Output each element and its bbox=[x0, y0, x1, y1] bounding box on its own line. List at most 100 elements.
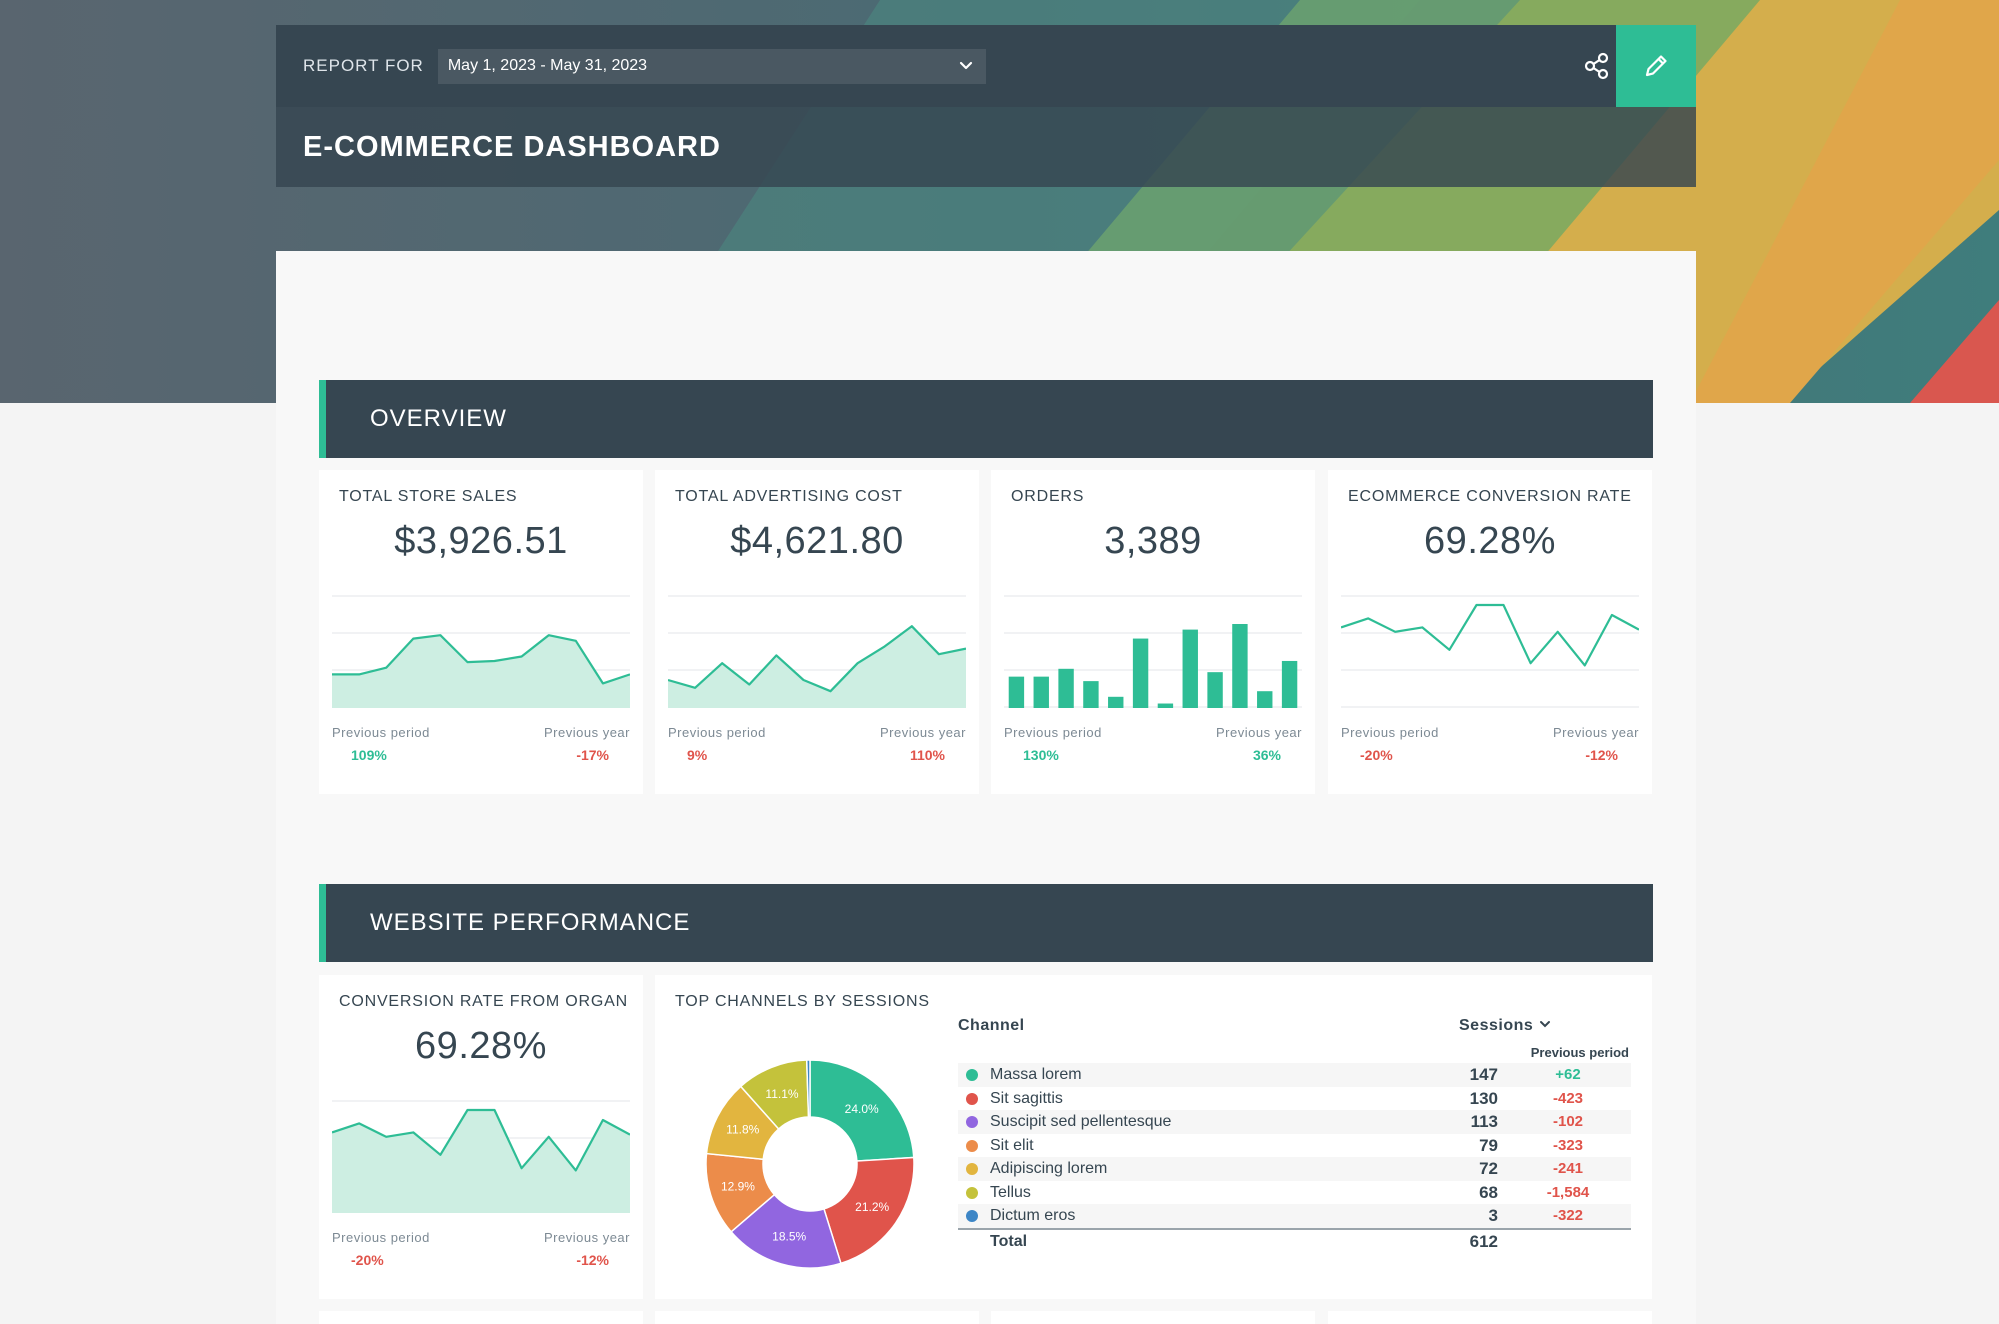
kpi-card-ecommerce-conversion-rate[interactable]: ECOMMERCE CONVERSION RATE 69.28% Previou… bbox=[1328, 470, 1652, 794]
channel-change: +62 bbox=[1555, 1066, 1581, 1083]
previous-year-delta: 110% bbox=[909, 747, 945, 763]
channel-sessions: 72 bbox=[1479, 1159, 1498, 1178]
bar-mark bbox=[1182, 629, 1198, 708]
bar-mark bbox=[1083, 681, 1099, 708]
sparkline-chart bbox=[332, 595, 630, 708]
kpi-card-conversion-rate-organic[interactable]: CONVERSION RATE FROM ORGANI 69.28% Previ… bbox=[319, 975, 643, 1299]
donut-slice bbox=[823, 1156, 915, 1265]
bar-mark bbox=[1033, 676, 1049, 708]
channel-change: -423 bbox=[1552, 1089, 1584, 1107]
bar-mark bbox=[1281, 660, 1298, 708]
channel-change: -323 bbox=[1552, 1136, 1584, 1154]
donut-data-label: 24.0% bbox=[845, 1102, 879, 1116]
bar-mark bbox=[1108, 696, 1124, 708]
previous-year-delta: -12% bbox=[1585, 747, 1618, 763]
top-channels-card[interactable]: TOP CHANNELS BY SESSIONS 24.0% 21.2% 18.5%… bbox=[655, 975, 1652, 1299]
section-header-website-performance: WEBSITE PERFORMANCE bbox=[319, 884, 1653, 962]
bar-mark bbox=[1232, 624, 1248, 708]
donut-data-label: 18.5% bbox=[772, 1230, 806, 1244]
previous-year-label: Previous year bbox=[880, 725, 966, 740]
kpi-value: 69.28% bbox=[1424, 520, 1556, 562]
bar-mark bbox=[1132, 638, 1149, 708]
series-line bbox=[1341, 603, 1639, 667]
area-fill bbox=[332, 635, 630, 708]
card-title: TOP CHANNELS BY SESSIONS bbox=[675, 993, 930, 1010]
donut-slice bbox=[805, 1059, 811, 1118]
edit-button[interactable] bbox=[1616, 25, 1696, 107]
previous-year-delta: -12% bbox=[576, 1252, 609, 1268]
table-total-row: Total 612 bbox=[958, 1227, 1631, 1254]
channel-sessions: 130 bbox=[1469, 1088, 1498, 1108]
series-line bbox=[668, 625, 966, 693]
donut-data-label: 11.8% bbox=[726, 1123, 759, 1137]
bar-mark bbox=[1008, 676, 1025, 708]
table-row: Massa lorem 147 +62 bbox=[958, 1063, 1631, 1087]
table-row: Sit elit 79 -323 bbox=[958, 1134, 1631, 1158]
legend-dot bbox=[966, 1210, 978, 1222]
report-for-label: REPORT FOR bbox=[303, 56, 424, 75]
previous-period-label: Previous period bbox=[332, 725, 430, 740]
kpi-value: 69.28% bbox=[415, 1025, 547, 1067]
sparkline-chart bbox=[1341, 595, 1639, 708]
bar-sparkline-chart bbox=[1004, 595, 1302, 708]
channel-change: -241 bbox=[1552, 1160, 1584, 1177]
kpi-card-partial bbox=[655, 1311, 979, 1324]
donut-data-label: 21.2% bbox=[855, 1200, 889, 1214]
date-range-select[interactable]: May 1, 2023 - May 31, 2023 bbox=[437, 48, 986, 84]
kpi-card-total-advertising-cost[interactable]: TOTAL ADVERTISING COST $4,621.80 Previou… bbox=[655, 470, 979, 794]
area-fill bbox=[332, 1110, 630, 1213]
table-row: Suscipit sed pellentesque 113 -102 bbox=[958, 1110, 1631, 1134]
title-bar: E-COMMERCE DASHBOARD bbox=[276, 107, 1696, 187]
area-fill bbox=[668, 626, 966, 708]
legend-dot bbox=[966, 1092, 978, 1105]
previous-year-label: Previous year bbox=[544, 1230, 630, 1245]
share-icon bbox=[1584, 52, 1609, 80]
channel-change: -102 bbox=[1552, 1113, 1584, 1130]
previous-period-delta: -20% bbox=[351, 1252, 384, 1268]
previous-period-label: Previous period bbox=[1004, 725, 1102, 740]
section-title: OVERVIEW bbox=[370, 405, 507, 432]
kpi-label: TOTAL ADVERTISING COST bbox=[675, 488, 903, 505]
donut-data-label: 12.9% bbox=[721, 1180, 755, 1194]
legend-dot bbox=[966, 1186, 978, 1199]
date-range-value: May 1, 2023 - May 31, 2023 bbox=[447, 57, 648, 74]
previous-period-delta: 9% bbox=[687, 747, 708, 763]
channel-change: -1,584 bbox=[1546, 1183, 1590, 1201]
kpi-label: ORDERS bbox=[1011, 488, 1085, 505]
sessions-sort-dropdown[interactable]: Sessions bbox=[1459, 1017, 1552, 1035]
kpi-card-total-store-sales[interactable]: TOTAL STORE SALES $3,926.51 Previous per… bbox=[319, 470, 643, 794]
channel-sessions: 79 bbox=[1479, 1135, 1498, 1155]
bar-mark bbox=[1207, 672, 1223, 708]
channel-name: Tellus bbox=[990, 1183, 1031, 1201]
previous-year-label: Previous year bbox=[1553, 725, 1639, 740]
bar-mark bbox=[1058, 668, 1074, 708]
channels-donut-chart: 24.0% 21.2% 18.5% 12.9% 11.8% 11.1% bbox=[705, 1059, 915, 1269]
column-header-channel: Channel bbox=[958, 1017, 1025, 1034]
table-row: Adipiscing lorem 72 -241 bbox=[958, 1157, 1631, 1181]
previous-period-delta: 109% bbox=[351, 747, 387, 763]
total-sessions: 612 bbox=[1469, 1231, 1498, 1251]
donut-data-label: 11.1% bbox=[765, 1087, 798, 1101]
kpi-card-partial bbox=[991, 1311, 1315, 1324]
channel-name: Suscipit sed pellentesque bbox=[990, 1113, 1172, 1130]
total-label: Total bbox=[990, 1232, 1028, 1250]
previous-year-label: Previous year bbox=[544, 725, 630, 740]
table-row: Sit sagittis 130 -423 bbox=[958, 1087, 1631, 1111]
dashboard-content: OVERVIEW TOTAL STORE SALES $3,926.51 Pre… bbox=[276, 251, 1696, 1324]
share-button[interactable] bbox=[1552, 25, 1642, 107]
previous-period-label: Previous period bbox=[668, 725, 766, 740]
previous-year-label: Previous year bbox=[1216, 725, 1302, 740]
bar-mark bbox=[1157, 703, 1174, 708]
series-line bbox=[332, 1108, 630, 1172]
series-line bbox=[332, 634, 630, 685]
bar-mark bbox=[1257, 691, 1273, 708]
legend-dot bbox=[966, 1069, 978, 1081]
section-header-overview: OVERVIEW bbox=[319, 380, 1653, 458]
channel-name: Massa lorem bbox=[990, 1066, 1082, 1083]
legend-dot bbox=[966, 1139, 978, 1152]
kpi-label: TOTAL STORE SALES bbox=[339, 488, 518, 505]
kpi-card-orders[interactable]: ORDERS 3,389 Previous period Previous yea… bbox=[991, 470, 1315, 794]
previous-period-label: Previous period bbox=[332, 1230, 430, 1245]
channel-sessions: 68 bbox=[1479, 1182, 1498, 1202]
page-title: E-COMMERCE DASHBOARD bbox=[303, 130, 721, 163]
